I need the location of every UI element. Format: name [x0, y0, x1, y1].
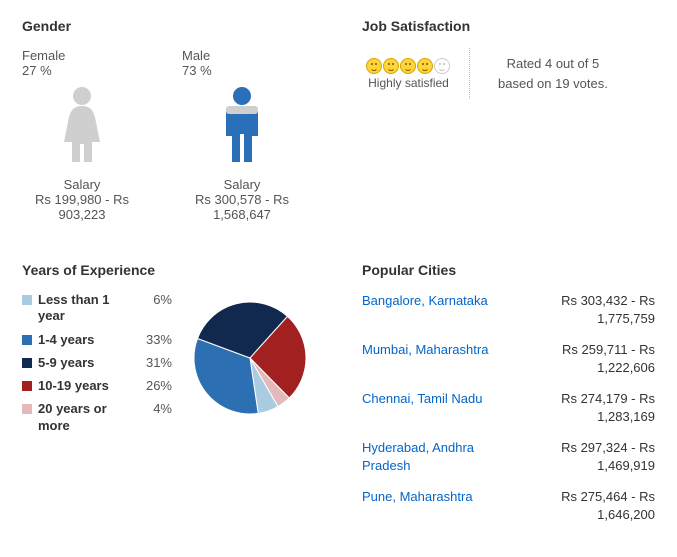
- legend-percent: 26%: [138, 378, 172, 393]
- city-salary: Rs 297,324 - Rs 1,469,919: [512, 439, 655, 474]
- experience-heading: Years of Experience: [22, 262, 342, 278]
- experience-section: Years of Experience Less than 1 year6% 1-…: [22, 262, 362, 537]
- female-salary-label: Salary: [22, 177, 142, 192]
- city-row: Mumbai, Maharashtra Rs 259,711 - Rs 1,222…: [362, 341, 655, 376]
- gender-male: Male 73 % Salary Rs 300,578 - Rs 1,568,6…: [182, 48, 302, 222]
- legend-label: 20 years or more: [38, 401, 138, 434]
- city-row: Pune, Maharashtra Rs 275,464 - Rs 1,646,2…: [362, 488, 655, 523]
- cities-heading: Popular Cities: [362, 262, 655, 278]
- female-salary-range: Rs 199,980 - Rs 903,223: [22, 192, 142, 222]
- jobsat-summary: Rated 4 out of 5 based on 19 votes.: [469, 48, 608, 99]
- legend-swatch: [22, 404, 32, 414]
- cities-list: Bangalore, Karnataka Rs 303,432 - Rs 1,77…: [362, 292, 655, 523]
- rating-smileys: [366, 57, 451, 74]
- smiley-icon: [366, 58, 382, 74]
- gender-heading: Gender: [22, 18, 342, 34]
- legend-percent: 4%: [138, 401, 172, 416]
- experience-legend: Less than 1 year6%1-4 years33%5-9 years3…: [22, 292, 172, 441]
- jobsat-caption: Highly satisfied: [366, 76, 451, 90]
- city-salary: Rs 303,432 - Rs 1,775,759: [512, 292, 655, 327]
- city-salary: Rs 259,711 - Rs 1,222,606: [512, 341, 655, 376]
- gender-male-percent: 73 %: [182, 63, 302, 78]
- gender-male-label: Male: [182, 48, 302, 63]
- smiley-icon: [383, 58, 399, 74]
- smiley-icon: [434, 58, 450, 74]
- legend-swatch: [22, 381, 32, 391]
- city-salary: Rs 274,179 - Rs 1,283,169: [512, 390, 655, 425]
- legend-label: 1-4 years: [38, 332, 138, 348]
- male-salary-label: Salary: [182, 177, 302, 192]
- city-link[interactable]: Hyderabad, Andhra Pradesh: [362, 440, 474, 473]
- female-icon: [58, 86, 106, 164]
- legend-label: 5-9 years: [38, 355, 138, 371]
- legend-percent: 6%: [138, 292, 172, 307]
- smiley-icon: [417, 58, 433, 74]
- gender-female-label: Female: [22, 48, 142, 63]
- male-salary-range: Rs 300,578 - Rs 1,568,647: [182, 192, 302, 222]
- city-salary: Rs 275,464 - Rs 1,646,200: [512, 488, 655, 523]
- city-row: Hyderabad, Andhra Pradesh Rs 297,324 - Rs…: [362, 439, 655, 474]
- jobsat-summary-line1: Rated 4 out of 5: [498, 54, 608, 74]
- legend-label: 10-19 years: [38, 378, 138, 394]
- legend-swatch: [22, 335, 32, 345]
- legend-percent: 31%: [138, 355, 172, 370]
- job-satisfaction-section: Job Satisfaction Highly satisfied Rated …: [362, 18, 655, 222]
- experience-legend-item: 1-4 years33%: [22, 332, 172, 348]
- experience-legend-item: 20 years or more4%: [22, 401, 172, 434]
- experience-legend-item: 5-9 years31%: [22, 355, 172, 371]
- gender-female-percent: 27 %: [22, 63, 142, 78]
- legend-percent: 33%: [138, 332, 172, 347]
- city-row: Chennai, Tamil Nadu Rs 274,179 - Rs 1,283…: [362, 390, 655, 425]
- experience-legend-item: 10-19 years26%: [22, 378, 172, 394]
- city-link[interactable]: Chennai, Tamil Nadu: [362, 391, 482, 406]
- jobsat-summary-line2: based on 19 votes.: [498, 74, 608, 94]
- male-icon: [218, 86, 266, 164]
- experience-legend-item: Less than 1 year6%: [22, 292, 172, 325]
- city-link[interactable]: Bangalore, Karnataka: [362, 293, 488, 308]
- city-link[interactable]: Mumbai, Maharashtra: [362, 342, 488, 357]
- gender-section: Gender Female 27 % Salary Rs 199,980 - R…: [22, 18, 362, 222]
- city-row: Bangalore, Karnataka Rs 303,432 - Rs 1,77…: [362, 292, 655, 327]
- experience-pie-chart: [190, 298, 310, 418]
- cities-section: Popular Cities Bangalore, Karnataka Rs 30…: [362, 262, 655, 537]
- legend-label: Less than 1 year: [38, 292, 138, 325]
- jobsat-heading: Job Satisfaction: [362, 18, 655, 34]
- legend-swatch: [22, 295, 32, 305]
- city-link[interactable]: Pune, Maharashtra: [362, 489, 473, 504]
- legend-swatch: [22, 358, 32, 368]
- gender-female: Female 27 % Salary Rs 199,980 - Rs 903,2…: [22, 48, 142, 222]
- smiley-icon: [400, 58, 416, 74]
